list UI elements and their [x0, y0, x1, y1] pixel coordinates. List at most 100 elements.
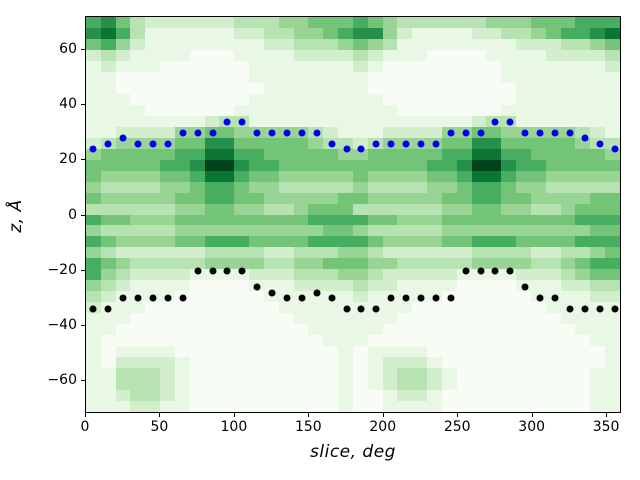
- heatmap-cell: [501, 357, 517, 369]
- lower-surface-dot: [283, 294, 291, 302]
- upper-surface-dot: [194, 129, 202, 137]
- heatmap-cell: [100, 214, 116, 226]
- heatmap-cell: [338, 82, 353, 94]
- heatmap-cell: [278, 93, 294, 105]
- heatmap-cell: [130, 335, 146, 347]
- heatmap-cell: [367, 192, 383, 204]
- heatmap-cell: [530, 269, 546, 281]
- heatmap-cell: [100, 357, 116, 369]
- heatmap-cell: [397, 181, 413, 193]
- heatmap-cell: [219, 291, 235, 303]
- upper-surface-dot: [506, 118, 514, 126]
- heatmap-cell: [219, 269, 235, 281]
- heatmap-cell: [160, 214, 175, 226]
- heatmap-cell: [204, 258, 220, 270]
- heatmap-cell: [545, 390, 561, 402]
- heatmap-cell: [530, 137, 546, 149]
- heatmap-cell: [382, 269, 398, 281]
- heatmap-cell: [605, 357, 620, 369]
- heatmap-cell: [352, 335, 368, 347]
- heatmap-cell: [204, 247, 220, 259]
- heatmap-cell: [323, 302, 339, 314]
- heatmap-cell: [605, 38, 620, 50]
- heatmap-cell: [412, 313, 428, 325]
- heatmap-cell: [189, 60, 205, 72]
- heatmap-cell: [530, 335, 546, 347]
- heatmap-cell: [338, 269, 353, 281]
- heatmap-cell: [115, 401, 131, 412]
- y-tick-mark: [81, 324, 85, 326]
- heatmap-cell: [590, 203, 606, 215]
- heatmap-cell: [100, 93, 116, 105]
- heatmap-cell: [323, 71, 339, 83]
- heatmap-cell: [130, 38, 146, 50]
- heatmap-cell: [219, 104, 235, 116]
- heatmap-cell: [397, 225, 413, 237]
- heatmap-cell: [130, 258, 146, 270]
- heatmap-cell: [471, 291, 487, 303]
- heatmap-cell: [471, 302, 487, 314]
- heatmap-cell: [501, 302, 517, 314]
- upper-surface-dot: [104, 140, 112, 148]
- heatmap-cell: [352, 236, 368, 248]
- heatmap-cell: [219, 313, 235, 325]
- heatmap-cell: [189, 236, 205, 248]
- heatmap-cell: [471, 17, 487, 28]
- heatmap-cell: [219, 236, 235, 248]
- heatmap-cell: [115, 148, 131, 160]
- heatmap-cell: [249, 137, 264, 149]
- upper-surface-dot: [387, 140, 395, 148]
- heatmap-cell: [486, 313, 502, 325]
- heatmap-cell: [516, 258, 531, 270]
- heatmap-cell: [189, 38, 205, 50]
- heatmap-cell: [263, 137, 279, 149]
- heatmap-cell: [501, 313, 517, 325]
- heatmap-cell: [605, 335, 620, 347]
- heatmap-cell: [115, 302, 131, 314]
- heatmap-cell: [456, 236, 472, 248]
- heatmap-cell: [427, 104, 442, 116]
- heatmap-cell: [204, 269, 220, 281]
- heatmap-cell: [352, 247, 368, 259]
- heatmap-cell: [501, 225, 517, 237]
- y-tick-mark: [81, 104, 85, 106]
- heatmap-cell: [189, 192, 205, 204]
- heatmap-cell: [397, 104, 413, 116]
- heatmap-cell: [115, 324, 131, 336]
- heatmap-cell: [545, 214, 561, 226]
- heatmap-cell: [130, 159, 146, 171]
- heatmap-cell: [130, 170, 146, 182]
- heatmap-cell: [486, 214, 502, 226]
- heatmap-cell: [293, 302, 309, 314]
- heatmap-cell: [516, 170, 531, 182]
- heatmap-cell: [427, 71, 442, 83]
- heatmap-cell: [204, 38, 220, 50]
- heatmap-cell: [367, 27, 383, 39]
- heatmap-cell: [263, 93, 279, 105]
- heatmap-cell: [560, 192, 576, 204]
- heatmap-cell: [338, 17, 353, 28]
- heatmap-cell: [323, 214, 339, 226]
- heatmap-cell: [471, 27, 487, 39]
- heatmap-cell: [456, 181, 472, 193]
- heatmap-cell: [160, 258, 175, 270]
- heatmap-cell: [189, 390, 205, 402]
- heatmap-cell: [308, 280, 324, 292]
- heatmap-cell: [100, 38, 116, 50]
- heatmap-cell: [338, 346, 353, 358]
- heatmap-cell: [382, 71, 398, 83]
- heatmap-cell: [545, 313, 561, 325]
- heatmap-cell: [189, 17, 205, 28]
- heatmap-cell: [441, 247, 457, 259]
- heatmap-cell: [486, 335, 502, 347]
- heatmap-cell: [145, 192, 161, 204]
- heatmap-cell: [263, 390, 279, 402]
- heatmap-cell: [293, 159, 309, 171]
- heatmap-cell: [189, 214, 205, 226]
- heatmap-cell: [308, 82, 324, 94]
- heatmap-cell: [516, 313, 531, 325]
- heatmap-cell: [545, 302, 561, 314]
- heatmap-cell: [189, 280, 205, 292]
- heatmap-cell: [263, 159, 279, 171]
- heatmap-cell: [486, 324, 502, 336]
